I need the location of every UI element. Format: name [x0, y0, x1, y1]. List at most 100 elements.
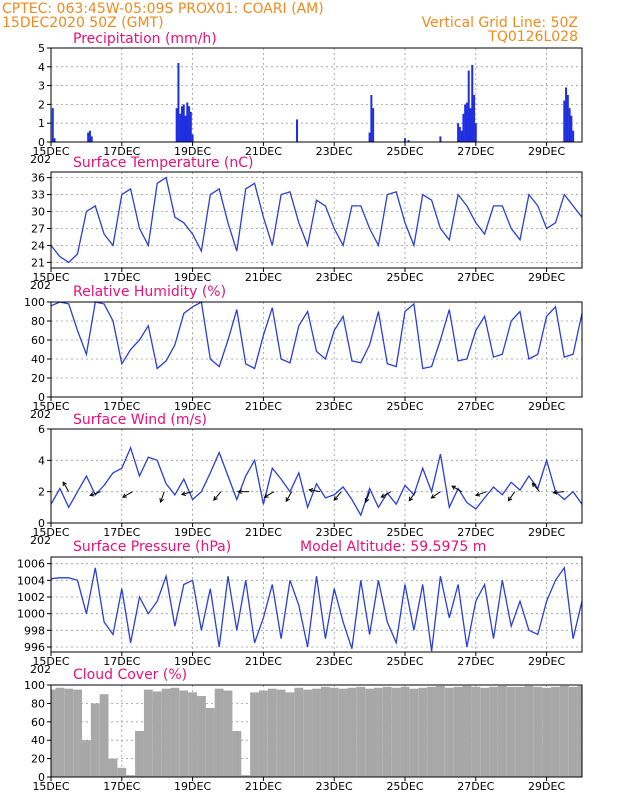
cloud-frame	[50, 684, 583, 778]
x-tick-label: 17DEC	[103, 145, 140, 158]
precip-bar	[87, 132, 90, 142]
precip-bar	[460, 130, 463, 142]
x-year-stub: 202	[30, 279, 51, 292]
wind-arrow	[285, 491, 293, 503]
y-tick-label: 6	[38, 423, 45, 436]
precip-bar	[407, 140, 410, 142]
precip-bar	[88, 130, 91, 142]
x-tick-label: 19DEC	[174, 780, 211, 793]
header-grid-note: Vertical Grid Line: 50Z	[422, 15, 578, 31]
x-tick-label: 23DEC	[316, 400, 353, 413]
cloud-bar	[427, 686, 436, 777]
x-tick-label: 25DEC	[386, 145, 423, 158]
precip-bar	[474, 123, 477, 142]
cloud-bar	[258, 690, 268, 777]
x-tick-label: 27DEC	[457, 400, 494, 413]
cloud-bar	[391, 687, 401, 777]
x-tick-label: 19DEC	[174, 400, 211, 413]
precip-bar	[404, 138, 406, 142]
precip-bar	[186, 102, 189, 142]
cloud-bar	[285, 692, 295, 777]
cloud-bar	[489, 686, 498, 777]
x-tick-label: 17DEC	[103, 655, 140, 668]
cloud-bar	[356, 686, 366, 777]
precip-bar	[182, 104, 185, 142]
x-tick-label: 15DEC	[32, 400, 69, 413]
cloud-panel: 0 20 40 60 80 100 15DEC 17DEC 19DEC 21DEC 23DEC 25D…	[24, 667, 583, 793]
y-tick-label: 24	[31, 239, 45, 252]
cloud-bar	[551, 686, 560, 777]
cloud-bar	[365, 688, 375, 777]
y-tick-label: 60	[31, 716, 45, 729]
x-tick-label: 29DEC	[528, 145, 565, 158]
cloud-bar	[577, 685, 582, 777]
y-tick-label: 0	[38, 771, 45, 784]
x-tick-label: 15DEC	[32, 271, 69, 284]
cloud-bar	[179, 690, 189, 777]
rh-line	[50, 300, 583, 370]
cloud-bar	[303, 689, 313, 777]
x-tick-label: 17DEC	[103, 400, 140, 413]
y-tick-label: 0	[38, 391, 45, 404]
x-tick-label: 25DEC	[386, 526, 423, 539]
cloud-bar	[453, 686, 463, 777]
x-tick-label: 29DEC	[528, 655, 565, 668]
precip-bar	[439, 136, 442, 142]
precip-bar	[175, 108, 178, 142]
rh-frame	[50, 301, 583, 398]
precip-title: Precipitation (mm/h)	[73, 31, 217, 47]
wind-arrow	[475, 491, 487, 497]
x-tick-label: 25DEC	[386, 780, 423, 793]
x-tick-label: 15DEC	[32, 780, 69, 793]
precip-bar	[53, 138, 56, 142]
y-tick-label: 1000	[17, 608, 45, 621]
x-tick-label: 25DEC	[386, 271, 423, 284]
wind-arrow	[62, 481, 70, 492]
cloud-bar	[81, 740, 91, 777]
precip-bar	[473, 95, 476, 142]
x-year-stub: 202	[30, 663, 51, 676]
y-tick-label: 60	[31, 334, 45, 347]
y-tick-label: 30	[31, 206, 45, 219]
x-year-stub: 202	[30, 153, 51, 166]
wind-arrow	[333, 491, 342, 501]
cloud-bar	[214, 688, 224, 777]
y-tick-label: 40	[31, 734, 45, 747]
x-tick-label: 27DEC	[457, 780, 494, 793]
precip-panel: 0 1 2 3 4 5 15DEC 17DEC 19DEC 21DEC 23DEC 25DEC 27DE…	[30, 31, 583, 166]
pres-series	[50, 566, 583, 652]
cloud-bar	[126, 775, 136, 777]
precip-bar	[370, 95, 373, 142]
precip-bar	[565, 87, 568, 142]
pres-title: Surface Pressure (hPa)	[73, 539, 231, 555]
header-model-code: TQ0126L028	[487, 29, 578, 45]
cloud-bar	[435, 685, 445, 777]
x-year-stub: 202	[30, 408, 51, 421]
cloud-bar	[267, 688, 277, 777]
y-tick-label: 1	[38, 117, 45, 130]
cloud-bar	[409, 688, 419, 777]
cloud-bar	[568, 686, 578, 777]
precip-bar	[177, 63, 180, 142]
cloud-bar	[152, 691, 162, 777]
wind-arrow	[552, 489, 565, 495]
precip-bar	[471, 64, 474, 142]
precip-bar	[51, 108, 54, 142]
wind-frame	[50, 428, 583, 524]
y-tick-label: 20	[31, 372, 45, 385]
x-tick-label: 21DEC	[245, 655, 282, 668]
y-tick-label: 1006	[17, 558, 45, 571]
y-tick-label: 100	[24, 296, 45, 309]
y-tick-label: 40	[31, 353, 45, 366]
x-tick-label: 21DEC	[245, 145, 282, 158]
wind-arrow	[213, 491, 222, 501]
y-tick-label: 27	[31, 222, 45, 235]
cloud-bar	[382, 686, 392, 777]
precip-bar	[563, 100, 566, 142]
x-tick-label: 23DEC	[316, 780, 353, 793]
x-tick-label: 17DEC	[103, 526, 140, 539]
x-year-stub: 202	[30, 534, 51, 547]
cloud-bar	[533, 686, 543, 777]
cloud-bar	[320, 686, 330, 777]
x-tick-label: 27DEC	[457, 526, 494, 539]
